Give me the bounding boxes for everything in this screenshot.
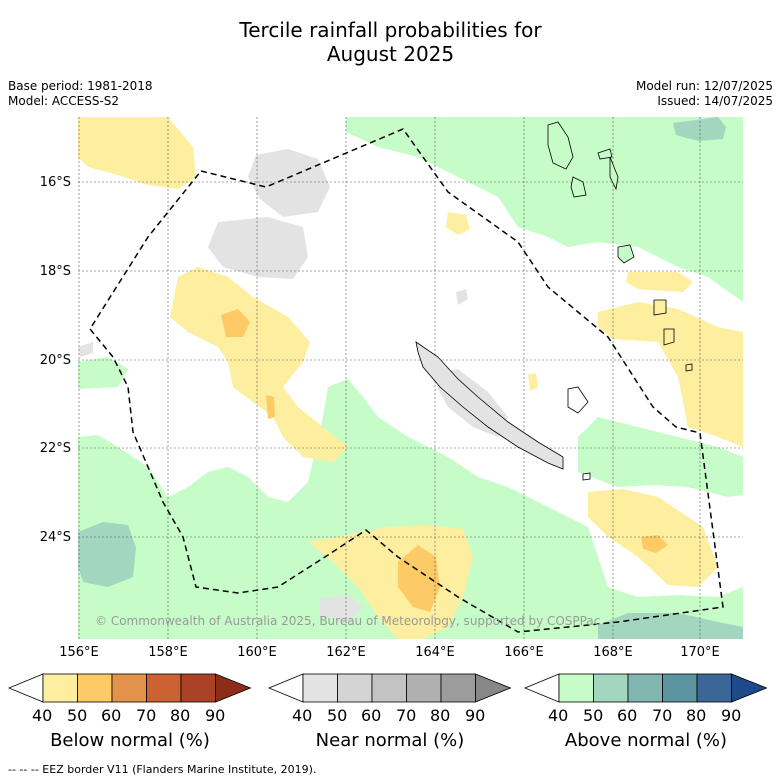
eez-footnote: -- -- -- EEZ border V11 (Flanders Marine… bbox=[8, 763, 317, 776]
meta-left: Base period: 1981-2018 Model: ACCESS-S2 bbox=[8, 79, 153, 109]
tick-label: 90 bbox=[465, 706, 486, 725]
tick-label: 60 bbox=[101, 706, 122, 725]
lon-label-160e: 160°E bbox=[237, 645, 277, 660]
lon-label-168e: 168°E bbox=[593, 645, 633, 660]
tick-label: 80 bbox=[170, 706, 191, 725]
lat-label-20s: 20°S bbox=[39, 353, 71, 368]
title-line-1: Tercile rainfall probabilities for bbox=[239, 18, 542, 42]
lat-label-18s: 18°S bbox=[39, 264, 71, 279]
colorbar-extend-high bbox=[475, 673, 512, 703]
tick-label: 80 bbox=[430, 706, 451, 725]
tick-label: 40 bbox=[292, 706, 313, 725]
tick-label: 50 bbox=[583, 706, 604, 725]
colorbar-swatch bbox=[662, 673, 698, 703]
colorbar-swatch bbox=[180, 673, 216, 703]
tick-label: 60 bbox=[361, 706, 382, 725]
colorbar-swatch bbox=[302, 673, 338, 703]
colorbar-swatch bbox=[42, 673, 78, 703]
colorbar-swatch bbox=[440, 673, 476, 703]
colorbar-swatch bbox=[77, 673, 113, 703]
tick-label: 50 bbox=[327, 706, 348, 725]
meta-right: Model run: 12/07/2025 Issued: 14/07/2025 bbox=[636, 79, 773, 109]
issued-text: Issued: 14/07/2025 bbox=[657, 94, 773, 108]
colorbar-swatch bbox=[371, 673, 407, 703]
tick-label: 80 bbox=[686, 706, 707, 725]
tick-label: 40 bbox=[32, 706, 53, 725]
colorbar-swatch bbox=[558, 673, 594, 703]
colorbar-title-below: Below normal (%) bbox=[50, 730, 210, 751]
colorbar-above-normal bbox=[524, 673, 768, 703]
base-period-text: Base period: 1981-2018 bbox=[8, 79, 153, 93]
tick-label: 70 bbox=[136, 706, 157, 725]
lon-label-164e: 164°E bbox=[415, 645, 455, 660]
colorbar-swatch bbox=[111, 673, 147, 703]
lon-label-162e: 162°E bbox=[326, 645, 366, 660]
colorbar-near-swatches bbox=[268, 673, 512, 703]
tick-label: 50 bbox=[67, 706, 88, 725]
map-title: Tercile rainfall probabilities for Augus… bbox=[0, 18, 781, 66]
colorbar-below-normal bbox=[8, 673, 252, 703]
below-normal-50-60 bbox=[221, 309, 668, 612]
colorbar-near-normal bbox=[268, 673, 512, 703]
rainfall-map: © Commonwealth of Australia 2025, Bureau… bbox=[78, 117, 743, 639]
coastlines bbox=[415, 121, 693, 481]
colorbar-extend-low bbox=[268, 673, 304, 703]
tick-label: 70 bbox=[652, 706, 673, 725]
tick-label: 70 bbox=[396, 706, 417, 725]
above-normal-areas bbox=[78, 117, 743, 639]
colorbar-below-swatches bbox=[8, 673, 252, 703]
tick-label: 90 bbox=[721, 706, 742, 725]
colorbar-above-swatches bbox=[524, 673, 768, 703]
model-run-text: Model run: 12/07/2025 bbox=[635, 79, 773, 93]
lon-label-156e: 156°E bbox=[59, 645, 99, 660]
tick-label: 90 bbox=[205, 706, 226, 725]
copyright-text: © Commonwealth of Australia 2025, Bureau… bbox=[95, 614, 600, 628]
colorbar-title-near: Near normal (%) bbox=[315, 730, 465, 751]
title-line-2: August 2025 bbox=[326, 42, 455, 66]
colorbar-extend-high bbox=[731, 673, 768, 703]
lon-label-158e: 158°E bbox=[148, 645, 188, 660]
lon-label-166e: 166°E bbox=[504, 645, 544, 660]
colorbar-swatch bbox=[406, 673, 442, 703]
lon-label-170e: 170°E bbox=[680, 645, 720, 660]
eez-border bbox=[89, 128, 724, 633]
model-text: Model: ACCESS-S2 bbox=[8, 94, 120, 108]
colorbar-title-above: Above normal (%) bbox=[564, 730, 728, 751]
colorbar-swatch bbox=[696, 673, 732, 703]
tick-label: 40 bbox=[548, 706, 569, 725]
lat-label-24s: 24°S bbox=[39, 530, 71, 545]
colorbar-extend-high bbox=[215, 673, 252, 703]
colorbar-swatch bbox=[627, 673, 663, 703]
colorbar-extend-low bbox=[8, 673, 44, 703]
colorbar-swatch bbox=[146, 673, 182, 703]
tick-label: 60 bbox=[617, 706, 638, 725]
colorbar-swatch bbox=[593, 673, 629, 703]
lat-label-22s: 22°S bbox=[39, 441, 71, 456]
colorbar-swatch bbox=[337, 673, 373, 703]
colorbar-extend-low bbox=[524, 673, 560, 703]
lat-label-16s: 16°S bbox=[39, 175, 71, 190]
below-normal-areas bbox=[78, 117, 743, 639]
